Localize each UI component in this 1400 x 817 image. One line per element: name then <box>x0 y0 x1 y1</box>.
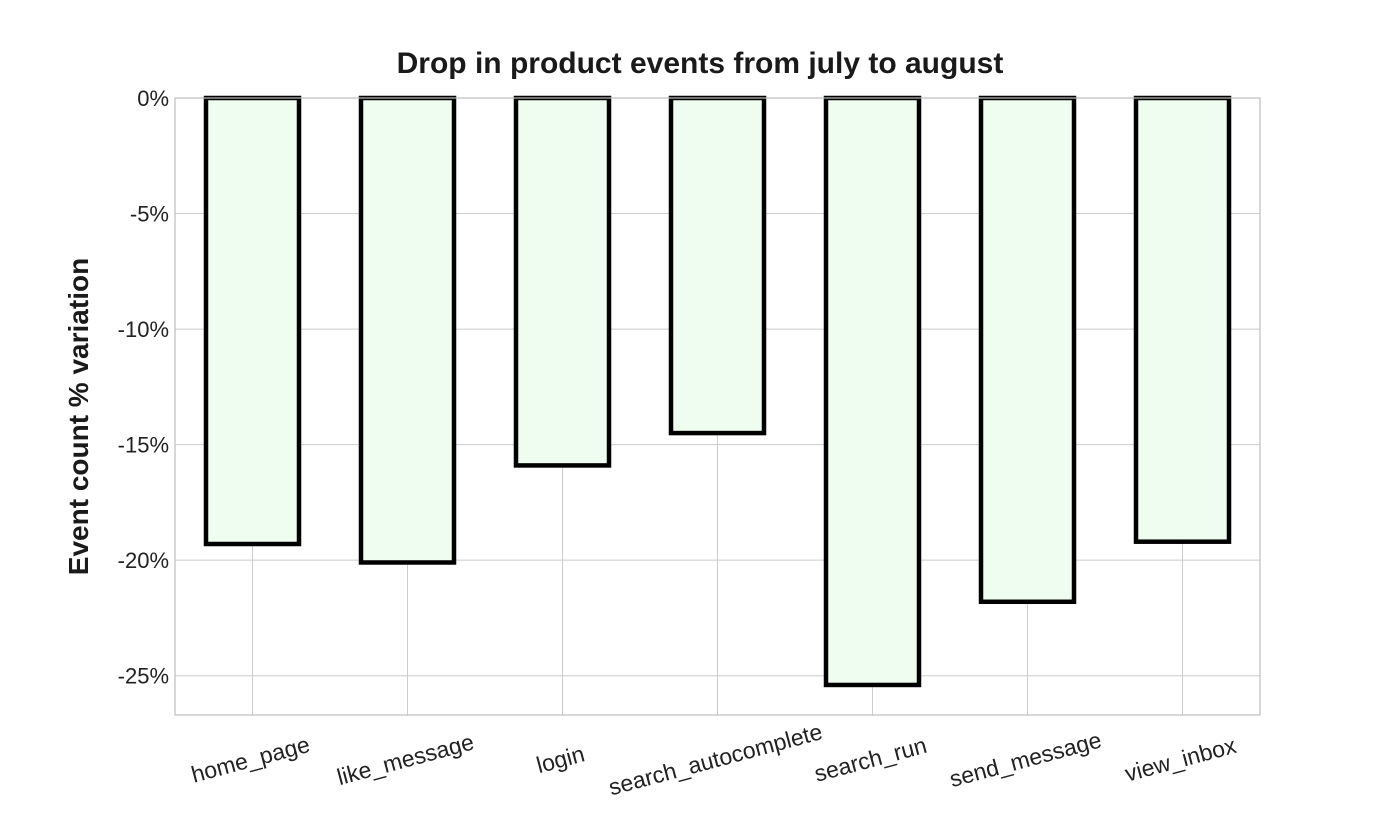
chart-title: Drop in product events from july to augu… <box>397 47 1004 80</box>
x-tick-label: like_message <box>334 729 477 791</box>
y-tick-labels: 0% -5% -10% -15% -20% -25% <box>118 86 169 689</box>
plot-frame <box>174 97 1261 716</box>
x-tick-label: view_inbox <box>1122 732 1239 787</box>
x-tick-label: send_message <box>947 727 1104 792</box>
x-tick-labels: home_page like_message login search_autocom… <box>188 718 1239 800</box>
bar-search-run <box>823 95 922 688</box>
bar-send-message <box>978 95 1077 605</box>
bars-layer <box>203 95 1232 688</box>
y-tick-label: -20% <box>118 548 169 573</box>
bar-like-message <box>358 95 457 565</box>
y-tick-label: -10% <box>118 317 169 342</box>
bar-home-page <box>203 95 302 547</box>
x-tick-label: login <box>534 740 588 778</box>
bar-login <box>513 95 612 468</box>
y-tick-label: 0% <box>137 86 169 111</box>
y-tick-label: -5% <box>130 202 169 227</box>
x-tick-label: search_autocomplete <box>606 718 825 800</box>
bar-search-autocomplete <box>668 95 767 436</box>
y-tick-label: -25% <box>118 664 169 689</box>
bar-view-inbox <box>1133 95 1232 544</box>
x-tick-label: search_run <box>811 732 929 787</box>
x-tick-label: home_page <box>188 731 312 788</box>
y-axis-label: Event count % variation <box>63 258 94 575</box>
y-tick-label: -15% <box>118 433 169 458</box>
